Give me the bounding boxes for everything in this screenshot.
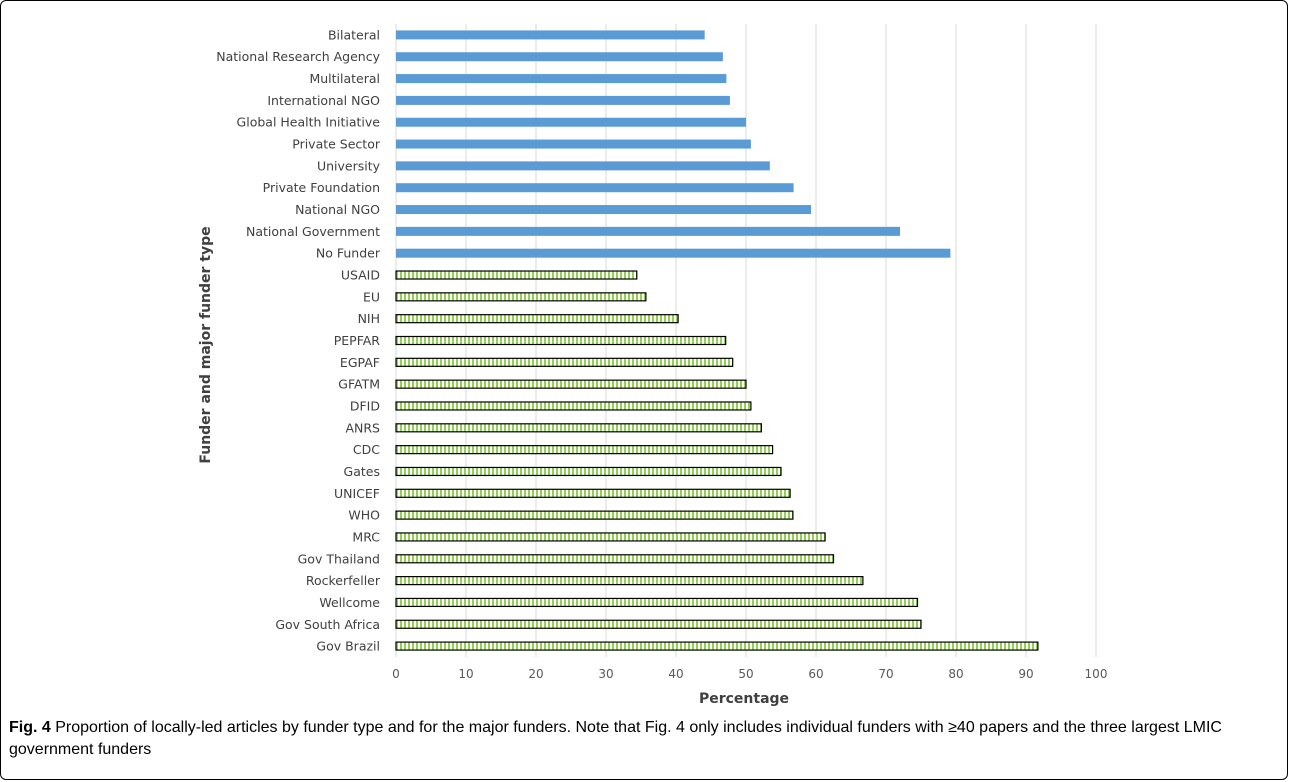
category-label-egpaf: EGPAF xyxy=(340,355,380,370)
category-label-global-health-initiative: Global Health Initiative xyxy=(237,115,381,130)
bar-gov-south-africa xyxy=(395,619,922,629)
bar-anrs xyxy=(395,423,762,433)
category-label-gov-thailand: Gov Thailand xyxy=(298,551,380,566)
x-tick-labels: 0 10 20 30 40 50 60 70 80 90 100 xyxy=(392,667,1107,681)
bar-gfatm xyxy=(395,379,747,389)
bar-unicef xyxy=(395,488,791,498)
bar-pepfar xyxy=(395,335,727,346)
category-label-bilateral: Bilateral xyxy=(328,27,380,42)
bar-who xyxy=(395,510,794,520)
x-tick-50: 50 xyxy=(738,667,753,681)
x-tick-60: 60 xyxy=(808,667,823,681)
bar-wellcome xyxy=(395,597,919,608)
bar-national-government xyxy=(396,226,900,236)
category-label-gov-brazil: Gov Brazil xyxy=(316,639,380,654)
bar-rockerfeller xyxy=(395,576,864,586)
bar-multilateral xyxy=(396,74,727,84)
category-label-gov-south-africa: Gov South Africa xyxy=(275,617,380,632)
x-axis-title: Percentage xyxy=(699,691,789,707)
category-label-eu: EU xyxy=(363,289,380,304)
x-tick-0: 0 xyxy=(392,667,400,681)
category-label-nih: NIH xyxy=(358,311,380,326)
x-tick-40: 40 xyxy=(668,667,683,681)
bar-eu xyxy=(395,292,647,302)
category-labels: Bilateral National Research Agency Multila… xyxy=(216,27,381,653)
bar-global-health-initiative xyxy=(396,117,746,127)
y-axis-title: Funder and major funder type xyxy=(198,226,214,463)
category-label-unicef: UNICEF xyxy=(334,486,380,501)
bar-university xyxy=(396,161,770,171)
bar-private-sector xyxy=(396,139,751,149)
x-tick-10: 10 xyxy=(458,667,473,681)
category-label-private-foundation: Private Foundation xyxy=(263,180,380,195)
category-label-who: WHO xyxy=(348,508,380,523)
bars xyxy=(395,30,1039,651)
bar-private-foundation xyxy=(396,183,794,193)
category-label-dfid: DFID xyxy=(350,398,380,413)
category-label-university: University xyxy=(317,158,381,173)
bar-gates xyxy=(395,466,782,477)
category-label-gfatm: GFATM xyxy=(338,377,380,392)
caption-text: Proportion of locally-led articles by fu… xyxy=(9,719,1222,758)
category-label-pepfar: PEPFAR xyxy=(334,333,381,348)
category-label-anrs: ANRS xyxy=(345,420,380,435)
category-label-wellcome: Wellcome xyxy=(319,595,380,610)
category-label-national-government: National Government xyxy=(246,224,380,239)
x-tick-80: 80 xyxy=(948,667,963,681)
bar-no-funder xyxy=(396,248,951,258)
category-label-national-ngo: National NGO xyxy=(295,202,380,217)
x-tick-20: 20 xyxy=(528,667,543,681)
bar-national-research-agency xyxy=(396,52,723,62)
bar-egpaf xyxy=(395,357,734,367)
bar-cdc xyxy=(395,445,774,455)
category-label-mrc: MRC xyxy=(352,529,380,544)
x-tick-90: 90 xyxy=(1018,667,1033,681)
bar-chart: Bilateral National Research Agency Multila… xyxy=(198,24,1107,707)
bar-dfid xyxy=(395,401,752,411)
category-label-no-funder: No Funder xyxy=(316,246,381,261)
category-label-private-sector: Private Sector xyxy=(292,137,381,152)
bar-national-ngo xyxy=(396,205,812,215)
bar-nih xyxy=(395,314,679,324)
x-tick-100: 100 xyxy=(1085,667,1108,681)
bar-gov-thailand xyxy=(395,554,835,564)
category-label-rockerfeller: Rockerfeller xyxy=(306,573,381,588)
category-label-gates: Gates xyxy=(344,464,380,479)
bar-usaid xyxy=(395,270,638,280)
category-label-national-research-agency: National Research Agency xyxy=(216,49,380,64)
x-tick-70: 70 xyxy=(878,667,893,681)
x-tick-30: 30 xyxy=(598,667,613,681)
figure-caption: Fig. 4 Proportion of locally-led article… xyxy=(9,717,1269,761)
category-label-international-ngo: International NGO xyxy=(267,93,380,108)
caption-label: Fig. 4 xyxy=(9,719,51,736)
bar-gov-brazil xyxy=(395,641,1039,651)
category-label-cdc: CDC xyxy=(353,442,380,457)
bar-mrc xyxy=(395,532,826,542)
bar-bilateral xyxy=(396,30,705,40)
category-label-usaid: USAID xyxy=(341,268,380,283)
category-label-multilateral: Multilateral xyxy=(309,71,380,86)
bar-international-ngo xyxy=(396,95,730,105)
